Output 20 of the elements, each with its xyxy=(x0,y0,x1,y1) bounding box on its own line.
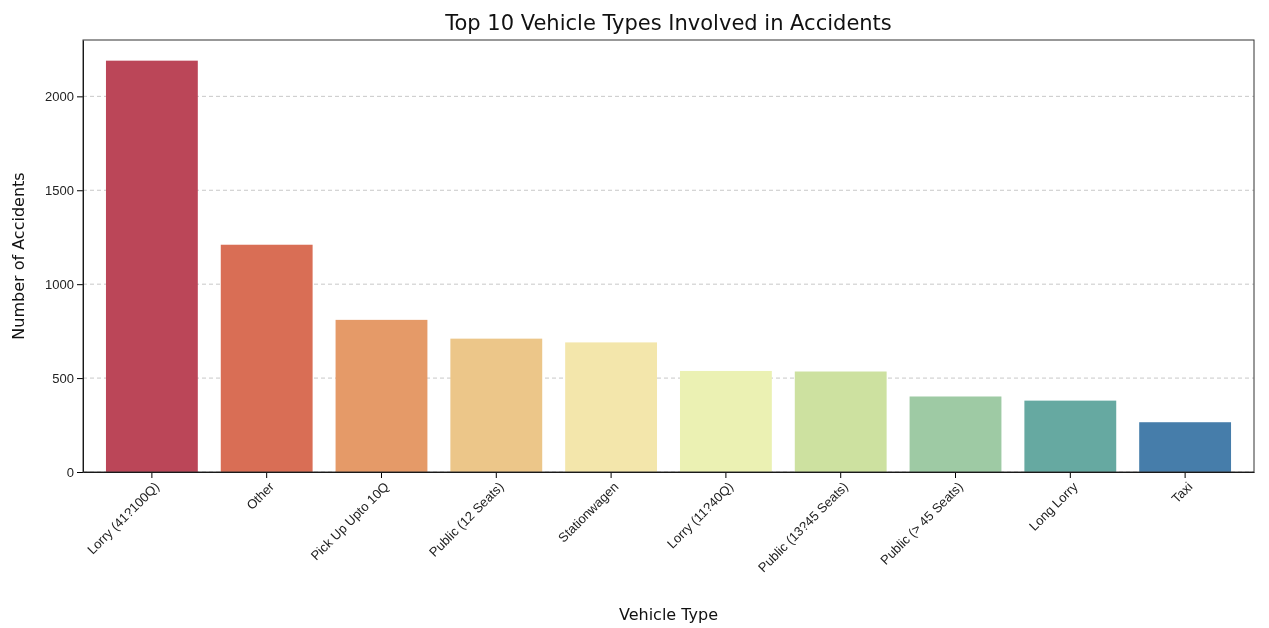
bar xyxy=(335,319,428,472)
bar xyxy=(450,338,543,472)
bar xyxy=(1024,400,1117,472)
x-tick-label: Taxi xyxy=(1168,479,1196,507)
chart-title: Top 10 Vehicle Types Involved in Accidents xyxy=(444,11,892,35)
y-tick-label: 500 xyxy=(52,370,74,386)
y-tick-label: 1000 xyxy=(45,276,74,292)
bar xyxy=(909,396,1002,472)
bar xyxy=(794,371,887,472)
bar xyxy=(565,342,658,472)
bar xyxy=(679,370,772,472)
y-tick-label: 2000 xyxy=(45,89,74,105)
bar xyxy=(105,60,198,472)
x-tick-label: Pick Up Upto 10Q xyxy=(307,479,392,564)
x-axis-title: Vehicle Type xyxy=(618,605,719,624)
y-tick-label: 1500 xyxy=(45,182,74,198)
y-axis-title: Number of Accidents xyxy=(9,172,28,340)
bar xyxy=(1139,422,1232,472)
y-tick-label: 0 xyxy=(66,464,74,480)
bar xyxy=(220,244,313,472)
